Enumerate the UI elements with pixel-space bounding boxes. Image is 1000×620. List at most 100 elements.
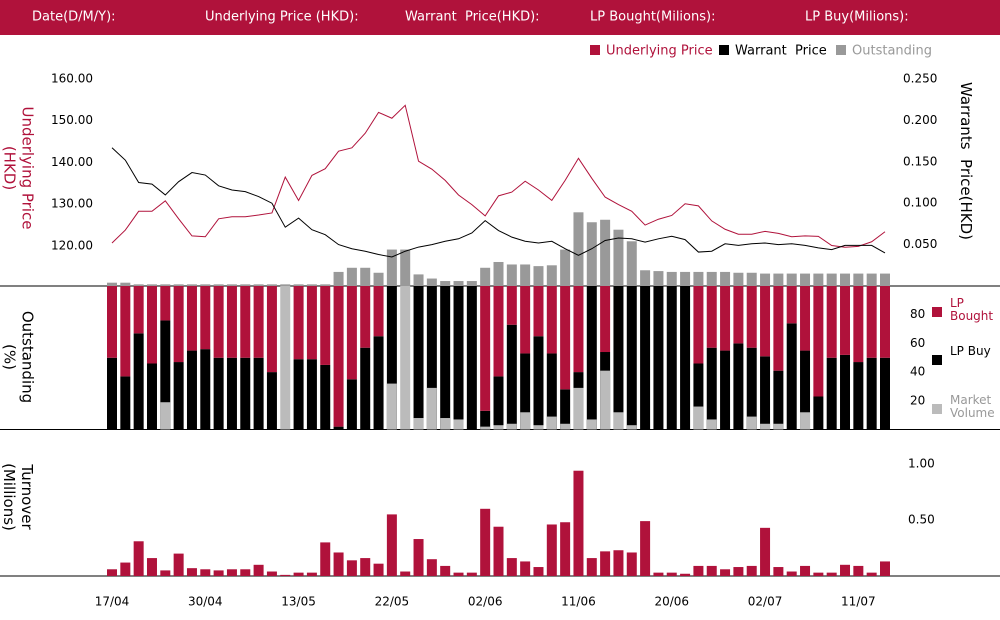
bar <box>280 286 291 430</box>
bar <box>693 565 704 576</box>
bar-segment <box>853 362 864 430</box>
bar <box>373 563 384 576</box>
bar <box>146 284 157 286</box>
bar <box>706 271 717 286</box>
bar <box>186 284 197 286</box>
bar-segment <box>773 370 784 430</box>
bar <box>520 561 531 576</box>
bar <box>453 419 464 430</box>
bar <box>440 281 451 286</box>
x-tick-label: 30/04 <box>188 595 223 609</box>
bar-segment <box>506 286 517 325</box>
bar <box>520 412 531 430</box>
bar-segment <box>253 357 264 430</box>
bar <box>840 564 851 576</box>
bar <box>200 284 211 286</box>
bar <box>160 402 171 430</box>
bar <box>680 573 691 576</box>
x-tick-label: 02/07 <box>748 595 783 609</box>
tick-label: 40 <box>910 365 925 379</box>
bar-segment <box>720 286 731 351</box>
bar <box>586 222 597 286</box>
bar <box>386 514 397 576</box>
bar <box>226 569 237 576</box>
bar <box>706 419 717 430</box>
bar <box>573 212 584 286</box>
bar-segment <box>560 286 571 390</box>
bar <box>866 273 877 286</box>
bar <box>853 565 864 576</box>
bar <box>173 284 184 286</box>
tick-label: 0.100 <box>903 196 937 210</box>
bar <box>426 387 437 430</box>
bar-segment <box>573 286 584 373</box>
tick-label: 140.00 <box>51 155 93 169</box>
bar <box>320 284 331 286</box>
bar-segment <box>146 286 157 364</box>
bar-segment <box>213 357 224 430</box>
bar-segment <box>786 286 797 324</box>
bar-segment <box>200 286 211 350</box>
bar-segment <box>493 376 504 430</box>
bar-segment <box>826 357 837 430</box>
bar-segment <box>107 357 117 430</box>
bar-segment <box>733 343 744 430</box>
bar <box>293 284 304 286</box>
bar-segment <box>626 286 637 430</box>
bar <box>493 526 504 576</box>
bar-segment <box>653 286 664 430</box>
bar-segment <box>706 286 717 348</box>
bar-segment <box>866 286 877 358</box>
bar-segment <box>506 324 517 430</box>
bar <box>880 273 890 286</box>
bar-segment <box>120 376 131 430</box>
legend-label: Warrant Price <box>735 44 827 59</box>
bar-segment <box>600 286 611 353</box>
header-label: LP Bought(Milions): <box>590 10 715 25</box>
bar <box>866 572 877 576</box>
bar-segment <box>293 359 304 430</box>
bar-segment <box>480 286 491 411</box>
tick-label: 60 <box>910 336 925 350</box>
bar <box>146 558 157 576</box>
bar <box>720 569 731 576</box>
bar <box>560 522 571 576</box>
bar-segment <box>746 347 757 430</box>
bar-segment <box>107 286 117 358</box>
bar <box>413 418 424 430</box>
bar <box>600 370 611 430</box>
bar <box>800 273 811 286</box>
bar-segment <box>293 286 304 360</box>
bar <box>400 571 411 576</box>
bar-segment <box>466 286 477 430</box>
bar-segment <box>480 410 491 430</box>
bar <box>746 565 757 576</box>
bar <box>133 284 144 286</box>
bar <box>120 562 131 576</box>
bar <box>480 426 491 430</box>
bar <box>786 273 797 286</box>
bar <box>840 273 851 286</box>
tick-label: 130.00 <box>51 197 93 211</box>
bar-segment <box>213 286 224 358</box>
bar-segment <box>693 363 704 430</box>
bar <box>480 267 491 286</box>
header-label: Date(D/M/Y): <box>32 10 116 25</box>
bar-segment <box>186 286 197 351</box>
bar-segment <box>786 323 797 430</box>
bar <box>226 284 237 286</box>
bar-segment <box>253 286 264 358</box>
bar-segment <box>133 333 144 430</box>
bar <box>653 572 664 576</box>
tick-label: 0.200 <box>903 113 937 127</box>
bar-segment <box>640 286 651 430</box>
bar-segment <box>493 286 504 377</box>
legend-label: Market Volume <box>950 393 995 420</box>
bar <box>413 539 424 576</box>
axis-title: Outstanding (%) <box>0 310 36 404</box>
bar-segment <box>800 286 811 351</box>
bar <box>560 249 571 286</box>
bar <box>333 271 344 286</box>
